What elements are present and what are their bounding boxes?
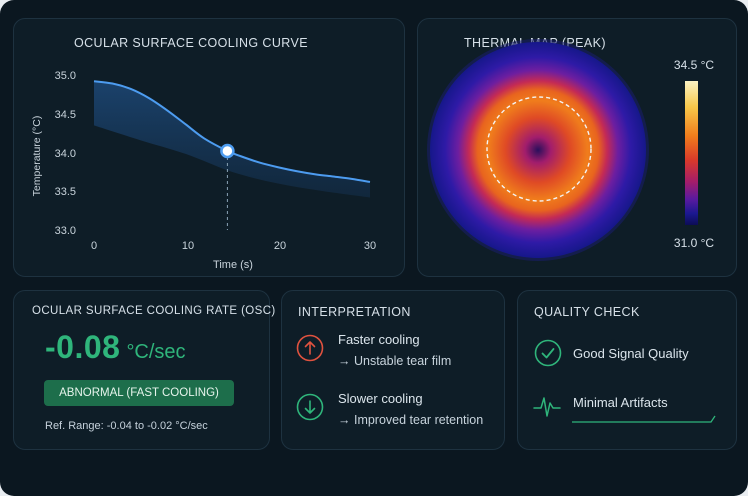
- quality-underline: [572, 415, 716, 423]
- interpretation-item-detail: → Unstable tear film: [338, 354, 452, 368]
- quality-check-card: QUALITY CHECK Good Signal Quality Minima…: [517, 290, 737, 450]
- scale-max-label: 34.5 °C: [674, 58, 714, 72]
- x-axis-label: Time (s): [213, 259, 253, 271]
- osc-value: -0.08: [45, 329, 121, 365]
- reference-range: Ref. Range: -0.04 to -0.02 °C/sec: [45, 420, 208, 432]
- interpretation-item-title: Faster cooling: [338, 332, 420, 347]
- check-circle-icon: [534, 339, 562, 367]
- cooling-curve-title: OCULAR SURFACE COOLING CURVE: [74, 36, 308, 50]
- scale-min-label: 31.0 °C: [674, 236, 714, 250]
- x-tick-label: 10: [182, 240, 194, 252]
- osc-value-display: -0.08 °C/sec: [45, 329, 186, 366]
- x-tick-label: 30: [364, 240, 376, 252]
- cooling-curve-line: [93, 80, 371, 183]
- interpretation-item-title: Slower cooling: [338, 391, 423, 406]
- interpretation-item-faster: Faster cooling → Unstable tear film: [296, 332, 501, 372]
- osc-title: OCULAR SURFACE COOLING RATE (OSC): [32, 305, 276, 317]
- y-tick-label: 35.0: [55, 70, 76, 82]
- highlight-point[interactable]: [220, 143, 235, 159]
- artifacts-label: Minimal Artifacts: [573, 395, 668, 410]
- temperature-scale-bar: [685, 81, 698, 225]
- signal-quality-label: Good Signal Quality: [573, 346, 689, 361]
- cooling-curve-card: OCULAR SURFACE COOLING CURVE Time (s) Te…: [13, 18, 405, 277]
- quality-check-title: QUALITY CHECK: [534, 305, 640, 319]
- osc-unit: °C/sec: [126, 341, 186, 363]
- osc-card: OCULAR SURFACE COOLING RATE (OSC) -0.08 °…: [13, 290, 275, 450]
- status-badge: ABNORMAL (FAST COOLING): [44, 380, 234, 406]
- interpretation-card: INTERPRETATION Faster cooling → Unstable…: [281, 290, 505, 450]
- interpretation-title: INTERPRETATION: [298, 305, 411, 319]
- roi-circle: [486, 96, 592, 202]
- thermal-map-card: THERMAL MAP (PEAK): [417, 18, 737, 277]
- arrow-down-circle-icon: [296, 393, 324, 421]
- thermal-map-graphic: 34.5 °C 31.0 °C: [427, 39, 714, 261]
- cooling-curve-chart: Time (s) Temperature (°C) 35.0 34.5 34.0…: [31, 70, 376, 271]
- thermal-eye-image: [430, 42, 646, 258]
- confidence-band: [94, 81, 370, 198]
- y-tick-label: 34.0: [55, 148, 76, 160]
- y-axis-label: Temperature (°C): [31, 116, 43, 197]
- x-tick-label: 0: [91, 240, 97, 252]
- y-tick-label: 33.0: [55, 225, 76, 237]
- y-tick-label: 33.5: [55, 186, 76, 198]
- y-tick-label: 34.5: [55, 109, 76, 121]
- waveform-icon: [533, 397, 561, 417]
- interpretation-item-detail: → Improved tear retention: [338, 413, 484, 427]
- arrow-up-circle-icon: [296, 334, 324, 362]
- interpretation-item-slower: Slower cooling → Improved tear retention: [296, 391, 501, 431]
- x-tick-label: 20: [274, 240, 286, 252]
